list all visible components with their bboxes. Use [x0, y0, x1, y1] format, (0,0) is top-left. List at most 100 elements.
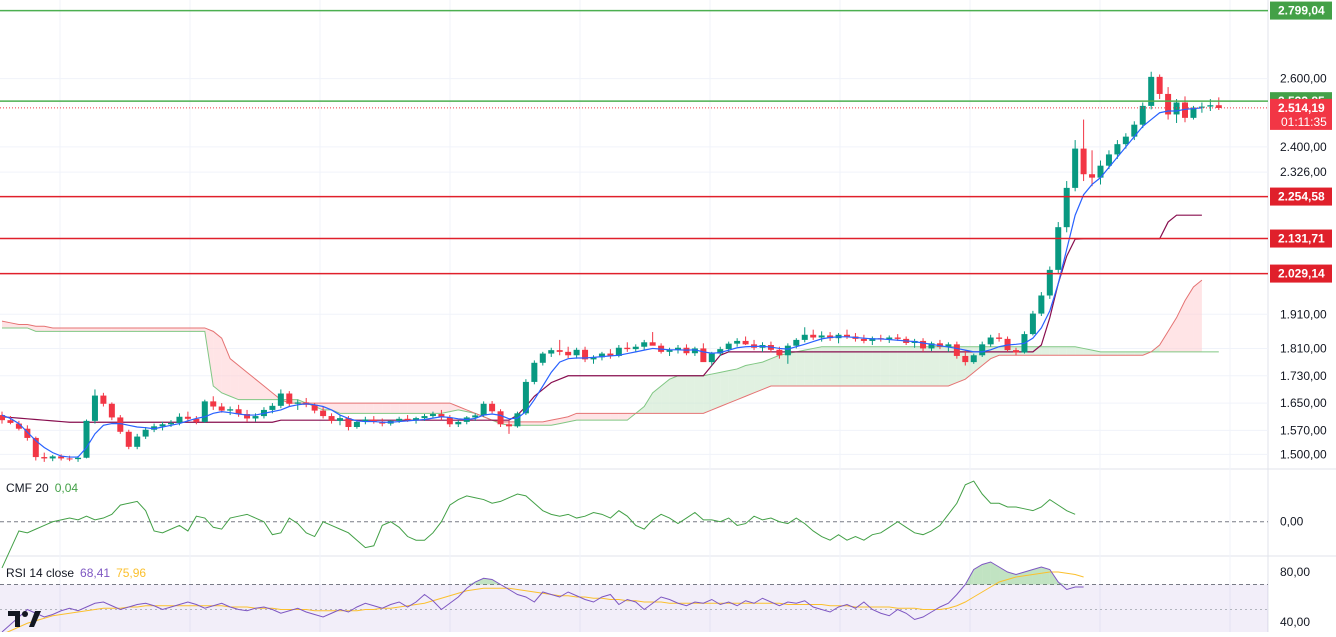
ichimoku-cloud-segment	[585, 413, 594, 421]
ichimoku-cloud-segment	[754, 362, 763, 393]
ichimoku-cloud-segment	[432, 403, 442, 414]
ichimoku-cloud-segment	[525, 421, 535, 426]
ichimoku-cloud-segment	[931, 346, 940, 387]
cmf-legend: CMF 20 0,04	[6, 481, 84, 495]
candle	[522, 379, 529, 416]
price-axis-tick: 1.500,00	[1280, 447, 1327, 461]
candle-body	[987, 337, 994, 345]
candle	[548, 347, 555, 357]
candle-body	[24, 428, 31, 438]
candle-body	[573, 349, 580, 356]
ichimoku-cloud-segment	[407, 403, 417, 414]
candle-body	[962, 355, 969, 363]
candle-body	[311, 404, 318, 411]
candle	[708, 351, 715, 366]
candle	[801, 327, 808, 343]
candle-body	[201, 401, 208, 422]
candle-body	[277, 393, 284, 406]
rsi-overbought-fill	[990, 562, 1000, 585]
ichimoku-cloud-segment	[162, 327, 171, 332]
candle-body	[497, 411, 504, 425]
ichimoku-cloud-segment	[187, 327, 197, 332]
ichimoku-cloud-segment	[593, 413, 602, 421]
candle	[818, 331, 825, 342]
candle-body	[15, 423, 22, 429]
ichimoku-cloud-segment	[720, 370, 729, 407]
candle-body	[725, 343, 732, 350]
candle	[362, 416, 369, 425]
ichimoku-cloud-segment	[61, 327, 70, 332]
candle-body	[404, 418, 411, 421]
ichimoku-cloud-segment	[872, 346, 881, 387]
candle	[328, 413, 335, 424]
candle	[1165, 87, 1172, 120]
ichimoku-cloud-segment	[390, 403, 400, 414]
candle-body	[455, 421, 462, 425]
candle	[1139, 102, 1146, 129]
ichimoku-cloud-segment	[196, 327, 205, 332]
candle	[1114, 140, 1121, 159]
candle-body	[1148, 76, 1155, 106]
ichimoku-cloud-segment	[880, 346, 890, 387]
kijun-line	[1, 214, 1202, 423]
candle	[996, 333, 1003, 342]
candle-body	[1215, 105, 1222, 108]
price-axis-tick: 1.650,00	[1280, 396, 1327, 410]
ichimoku-cloud-segment	[669, 375, 678, 414]
candle-body	[1072, 148, 1079, 188]
candle-body	[489, 403, 496, 412]
candle-body	[810, 334, 817, 338]
candle-body	[1013, 350, 1019, 353]
ichimoku-cloud-segment	[1049, 346, 1059, 356]
ichimoku-cloud-segment	[154, 327, 163, 332]
candle-body	[362, 419, 369, 422]
ichimoku-cloud-segment	[1185, 286, 1194, 352]
candle	[1089, 150, 1096, 187]
ichimoku-cloud-segment	[221, 338, 231, 397]
candle-body	[438, 414, 445, 418]
candle-body	[1131, 124, 1138, 137]
ichimoku-cloud-segment	[263, 386, 273, 400]
ichimoku-cloud-segment	[821, 346, 831, 387]
candle-body	[328, 416, 335, 421]
candle-body	[49, 456, 56, 459]
ichimoku-cloud-segment	[779, 353, 788, 387]
candle-body	[227, 409, 234, 411]
candle	[1063, 181, 1070, 233]
candle-body	[742, 340, 749, 345]
ichimoku-cloud-segment	[762, 358, 771, 390]
ichimoku-cloud-segment	[424, 403, 433, 414]
candle	[936, 339, 943, 350]
candle-body	[607, 353, 614, 356]
ichimoku-cloud-segment	[213, 331, 222, 393]
ichimoku-cloud-segment	[145, 327, 155, 332]
candle-body	[1089, 174, 1096, 178]
candle-body	[100, 395, 107, 404]
candle	[244, 409, 251, 422]
candle	[15, 420, 22, 431]
candle	[0, 411, 5, 424]
candle-body	[582, 349, 589, 360]
candle	[83, 419, 90, 459]
candle	[201, 399, 208, 423]
ichimoku-cloud-segment	[804, 348, 814, 387]
ichimoku-cloud-segment	[1100, 351, 1109, 356]
ichimoku-cloud-segment	[171, 327, 180, 332]
candle	[1004, 336, 1011, 352]
candle	[624, 342, 631, 352]
price-axis-tick: 1.730,00	[1280, 369, 1327, 383]
ichimoku-cloud-segment	[686, 375, 695, 414]
candle-body	[294, 402, 301, 404]
ichimoku-cloud-segment	[230, 358, 239, 400]
rsi-overbought-fill	[483, 578, 493, 585]
ichimoku-cloud-segment	[331, 403, 340, 414]
candle-body	[429, 414, 436, 417]
cmf-line	[1, 480, 1076, 569]
last-price-label: 2.514,19	[1278, 101, 1325, 115]
candle	[320, 406, 327, 419]
candle-body	[928, 343, 935, 349]
ichimoku-cloud-segment	[373, 403, 383, 414]
ichimoku-cloud-segment	[711, 372, 721, 410]
